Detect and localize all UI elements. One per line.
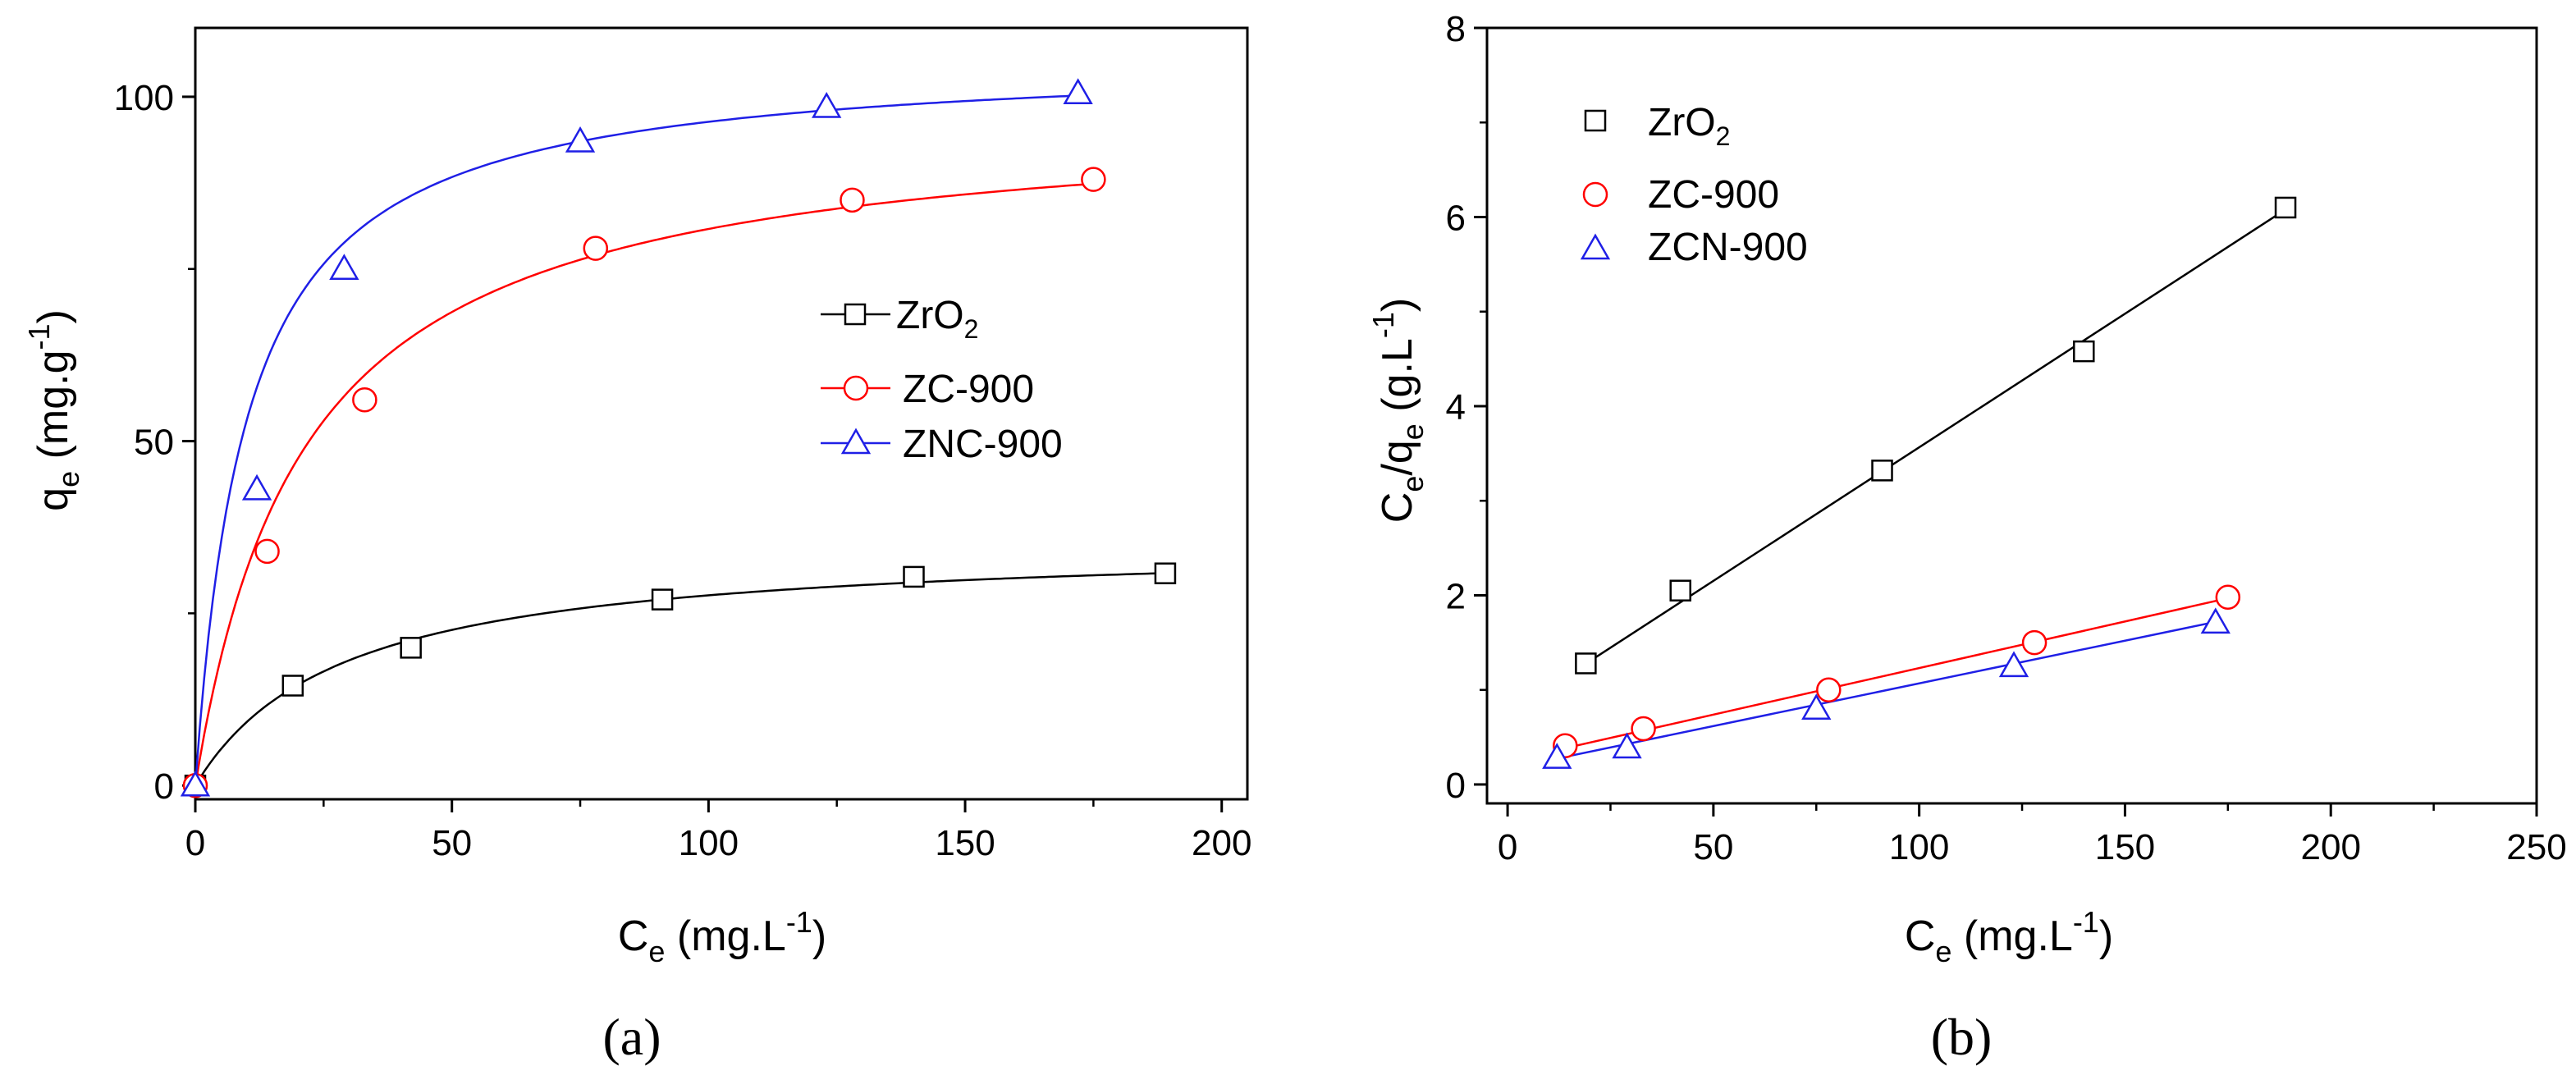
legend-a-marker-square <box>844 303 867 326</box>
data-point-zcn900 <box>1612 732 1642 759</box>
panel-b-ticks <box>1474 26 2538 817</box>
panel-b-ylabel: Ce/qe (g.L-1) <box>1366 298 1430 523</box>
legend-a-label-zc900: ZC-900 <box>903 368 1034 411</box>
y-tick-label: 4 <box>1446 387 1466 428</box>
legend-b-marker-square <box>1584 109 1607 132</box>
y-tick-label: 6 <box>1446 198 1466 238</box>
panel-a-frame <box>194 26 1249 801</box>
fit-line-zcn900 <box>1557 620 2217 760</box>
legend-b-item-zro2: ZrO2 <box>1584 101 1730 151</box>
x-tick-label: 100 <box>1889 827 1949 867</box>
panel-a-markers <box>180 78 1177 798</box>
fit-curve-znc900 <box>194 94 1078 786</box>
data-point-zc900 <box>1816 677 1842 702</box>
data-point-zro2 <box>1154 562 1177 584</box>
data-point-zcn900 <box>1801 693 1832 720</box>
data-point-znc900 <box>180 770 211 797</box>
legend-a-item-zro2: ZrO2 <box>821 294 978 344</box>
panel-a-legend: ZrO2 ZC-900 ZNC-900 <box>821 294 1063 466</box>
legend-b-marker-circle <box>1582 181 1608 208</box>
x-tick-label: 150 <box>935 823 995 863</box>
panel-b: 0 50 100 150 200 250 0 2 4 6 8 Ce/qe (g.L-1) Ce (m… <box>1366 9 2567 1066</box>
data-point-znc900 <box>812 91 842 118</box>
x-tick-label: 200 <box>2301 827 2361 867</box>
data-point-znc900 <box>565 126 596 153</box>
legend-a-marker-triangle <box>840 428 872 455</box>
panel-a-label: (a) <box>602 1008 661 1066</box>
data-point-zro2 <box>651 588 674 611</box>
x-tick-label: 50 <box>1693 827 1733 867</box>
y-tick-label: 50 <box>134 423 174 463</box>
data-point-zcn900 <box>1998 651 2029 678</box>
x-tick-label: 50 <box>432 823 472 863</box>
panel-b-markers <box>1542 196 2297 769</box>
data-point-zro2 <box>281 675 304 697</box>
y-tick-label: 2 <box>1446 576 1466 616</box>
panel-b-frame <box>1485 26 2538 805</box>
panel-a: 0 50 100 150 200 0 50 100 qe (mg.g-1) Ce (mg.L-… <box>22 26 1252 1066</box>
legend-b-item-zc900: ZC-900 <box>1582 173 1779 217</box>
legend-a-label-znc900: ZNC-900 <box>903 423 1063 466</box>
legend-b-label-zro2: ZrO2 <box>1648 101 1730 151</box>
panel-b-legend: ZrO2 ZC-900 ZCN-900 <box>1580 101 1808 269</box>
panel-b-fit-lines <box>1557 208 2286 760</box>
fit-curve-zc900 <box>194 182 1094 786</box>
data-point-zc900 <box>254 538 280 565</box>
y-tick-label: 0 <box>1446 766 1466 806</box>
legend-a-marker-circle <box>843 375 869 401</box>
data-point-zc900 <box>840 187 865 213</box>
panel-b-label: (b) <box>1931 1008 1993 1066</box>
data-point-znc900 <box>241 473 272 501</box>
data-point-zro2 <box>400 637 422 659</box>
data-point-zc900 <box>1081 167 1106 192</box>
x-tick-label: 200 <box>1192 823 1251 863</box>
y-tick-label: 100 <box>114 78 174 118</box>
data-point-zc900 <box>2215 584 2241 611</box>
panel-b-tick-labels: 0 50 100 150 200 250 0 2 4 6 8 <box>1446 9 2567 867</box>
data-point-zc900 <box>583 236 609 261</box>
panel-b-xlabel: Ce (mg.L-1) <box>1905 905 2113 968</box>
x-tick-label: 150 <box>2095 827 2155 867</box>
panel-a-tick-labels: 0 50 100 150 200 0 50 100 <box>114 78 1252 863</box>
data-point-zro2 <box>903 565 925 588</box>
fit-curve-zro2 <box>194 572 1165 786</box>
data-point-zro2 <box>2274 196 2297 219</box>
data-point-zc900 <box>1631 716 1656 742</box>
data-point-zro2 <box>1575 652 1597 675</box>
x-tick-label: 0 <box>185 823 205 863</box>
legend-a-item-zc900: ZC-900 <box>821 368 1034 411</box>
panel-a-ylabel: qe (mg.g-1) <box>22 309 85 511</box>
data-point-zro2 <box>1871 460 1893 482</box>
panel-a-ticks <box>182 95 1224 812</box>
data-point-znc900 <box>1063 78 1093 104</box>
legend-a-label-zro2: ZrO2 <box>896 294 978 344</box>
data-point-zc900 <box>2021 629 2048 656</box>
data-point-zro2 <box>1669 579 1691 602</box>
fit-line-zc900 <box>1565 597 2229 749</box>
legend-b-label-zc900: ZC-900 <box>1648 173 1779 217</box>
data-point-zc900 <box>352 387 377 413</box>
legend-b-marker-triangle <box>1580 233 1611 260</box>
fit-line-zro2 <box>1585 208 2286 665</box>
panel-a-xlabel: Ce (mg.L-1) <box>618 905 826 968</box>
panel-a-fit-curves <box>194 94 1165 786</box>
x-tick-label: 100 <box>679 823 739 863</box>
data-point-zcn900 <box>1542 743 1572 769</box>
data-point-zcn900 <box>2200 607 2231 634</box>
data-point-zro2 <box>2073 340 2095 363</box>
data-point-znc900 <box>329 254 359 280</box>
x-tick-label: 0 <box>1498 827 1517 867</box>
x-tick-label: 250 <box>2506 827 2566 867</box>
y-tick-label: 8 <box>1446 9 1466 49</box>
legend-b-item-zcn900: ZCN-900 <box>1580 226 1808 269</box>
legend-a-item-znc900: ZNC-900 <box>821 423 1063 466</box>
y-tick-label: 0 <box>154 766 174 807</box>
legend-b-label-zcn900: ZCN-900 <box>1648 226 1808 269</box>
